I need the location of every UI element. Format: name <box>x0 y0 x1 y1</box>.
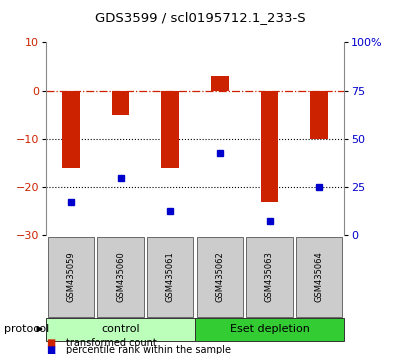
Text: GSM435062: GSM435062 <box>215 252 224 302</box>
Text: Eset depletion: Eset depletion <box>230 324 310 334</box>
Text: GSM435060: GSM435060 <box>116 252 125 302</box>
Text: transformed count: transformed count <box>66 338 157 348</box>
Bar <box>310 91 328 139</box>
Text: protocol: protocol <box>4 324 49 334</box>
Bar <box>112 91 129 115</box>
Text: control: control <box>101 324 140 334</box>
Text: GSM435063: GSM435063 <box>265 252 274 302</box>
Bar <box>62 91 80 168</box>
Text: GSM435059: GSM435059 <box>66 252 75 302</box>
Bar <box>162 91 179 168</box>
Bar <box>261 91 278 202</box>
Text: GSM435064: GSM435064 <box>315 252 324 302</box>
Bar <box>211 76 228 91</box>
Text: GSM435061: GSM435061 <box>166 252 175 302</box>
Text: ■: ■ <box>46 346 55 354</box>
Text: percentile rank within the sample: percentile rank within the sample <box>66 346 231 354</box>
Text: ■: ■ <box>46 338 55 348</box>
Text: GDS3599 / scl0195712.1_233-S: GDS3599 / scl0195712.1_233-S <box>95 11 305 24</box>
